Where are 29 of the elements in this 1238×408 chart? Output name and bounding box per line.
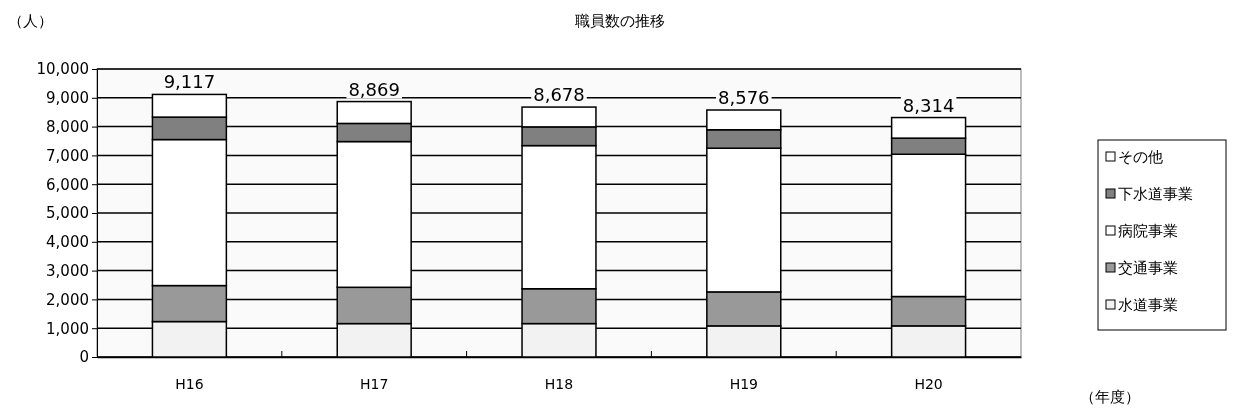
y-tick-label: 4,000: [46, 233, 89, 252]
x-axis-title: （年度）: [1080, 388, 1140, 406]
legend-label: 病院事業: [1118, 222, 1178, 240]
legend-label: その他: [1118, 148, 1163, 166]
total-label: 8,678: [533, 84, 585, 106]
legend-label: 交通事業: [1118, 259, 1178, 277]
total-label: 9,117: [163, 71, 216, 93]
y-axis-title: （人）: [8, 12, 53, 30]
legend-label: 下水道事業: [1118, 185, 1193, 203]
y-tick-label: 3,000: [46, 261, 89, 280]
total-label: 8,314: [902, 94, 955, 116]
chart-title: 職員数の推移: [575, 12, 665, 30]
y-tick-label: 5,000: [46, 204, 89, 223]
x-tick-label: H17: [360, 375, 389, 392]
x-tick-label: H18: [544, 375, 574, 392]
legend-label: 水道事業: [1118, 296, 1178, 314]
total-label: 8,869: [348, 78, 400, 100]
x-tick-label: H16: [175, 375, 204, 392]
y-tick-label: 10,000: [36, 60, 89, 79]
y-tick-label: 8,000: [46, 117, 89, 136]
y-tick-label: 0: [79, 348, 89, 367]
y-tick-label: 6,000: [46, 175, 89, 194]
y-tick-label: 7,000: [46, 146, 89, 165]
y-tick-label: 9,000: [46, 89, 89, 108]
y-tick-label: 1,000: [46, 319, 89, 338]
x-tick-label: H19: [729, 375, 758, 392]
total-label: 8,576: [718, 87, 770, 109]
x-tick-label: H20: [914, 375, 943, 392]
y-tick-label: 2,000: [46, 290, 89, 309]
